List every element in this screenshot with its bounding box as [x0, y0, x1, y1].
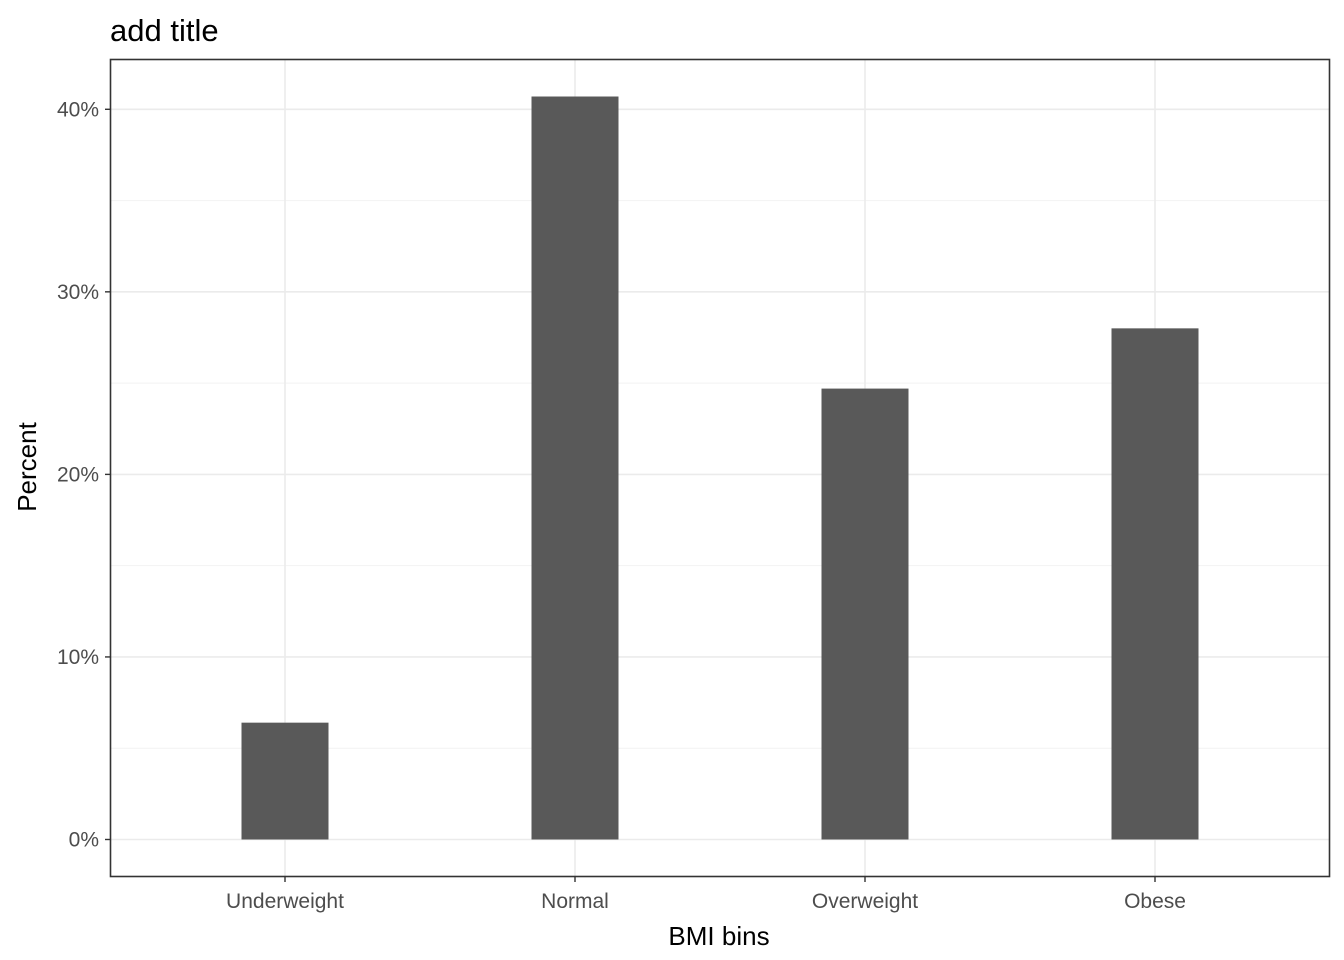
x-axis-title: BMI bins: [668, 921, 769, 951]
y-axis-title: Percent: [12, 421, 42, 511]
bar-underweight: [241, 722, 329, 840]
x-tick-label: Underweight: [226, 890, 344, 913]
bar-overweight: [821, 388, 909, 840]
y-tick-label: 20%: [57, 463, 99, 486]
y-axis-tick-labels: 0% 10% 20% 30% 40%: [57, 98, 99, 851]
y-tick-label: 10%: [57, 646, 99, 669]
x-tick-label: Obese: [1124, 890, 1186, 913]
y-tick-label: 0%: [69, 828, 99, 851]
plot-panel-border: [109, 58, 1331, 878]
bars: [241, 96, 1199, 840]
y-tick-label: 30%: [57, 281, 99, 304]
x-tick-label: Overweight: [812, 890, 918, 913]
chart-title: add title: [110, 13, 219, 48]
y-tick-label: 40%: [57, 98, 99, 121]
bar-obese: [1111, 328, 1199, 840]
x-tick-label: Normal: [541, 890, 609, 913]
axis-ticks: [105, 108, 1156, 882]
x-axis-tick-labels: Underweight Normal Overweight Obese: [226, 890, 1186, 913]
bar-normal: [531, 96, 619, 840]
